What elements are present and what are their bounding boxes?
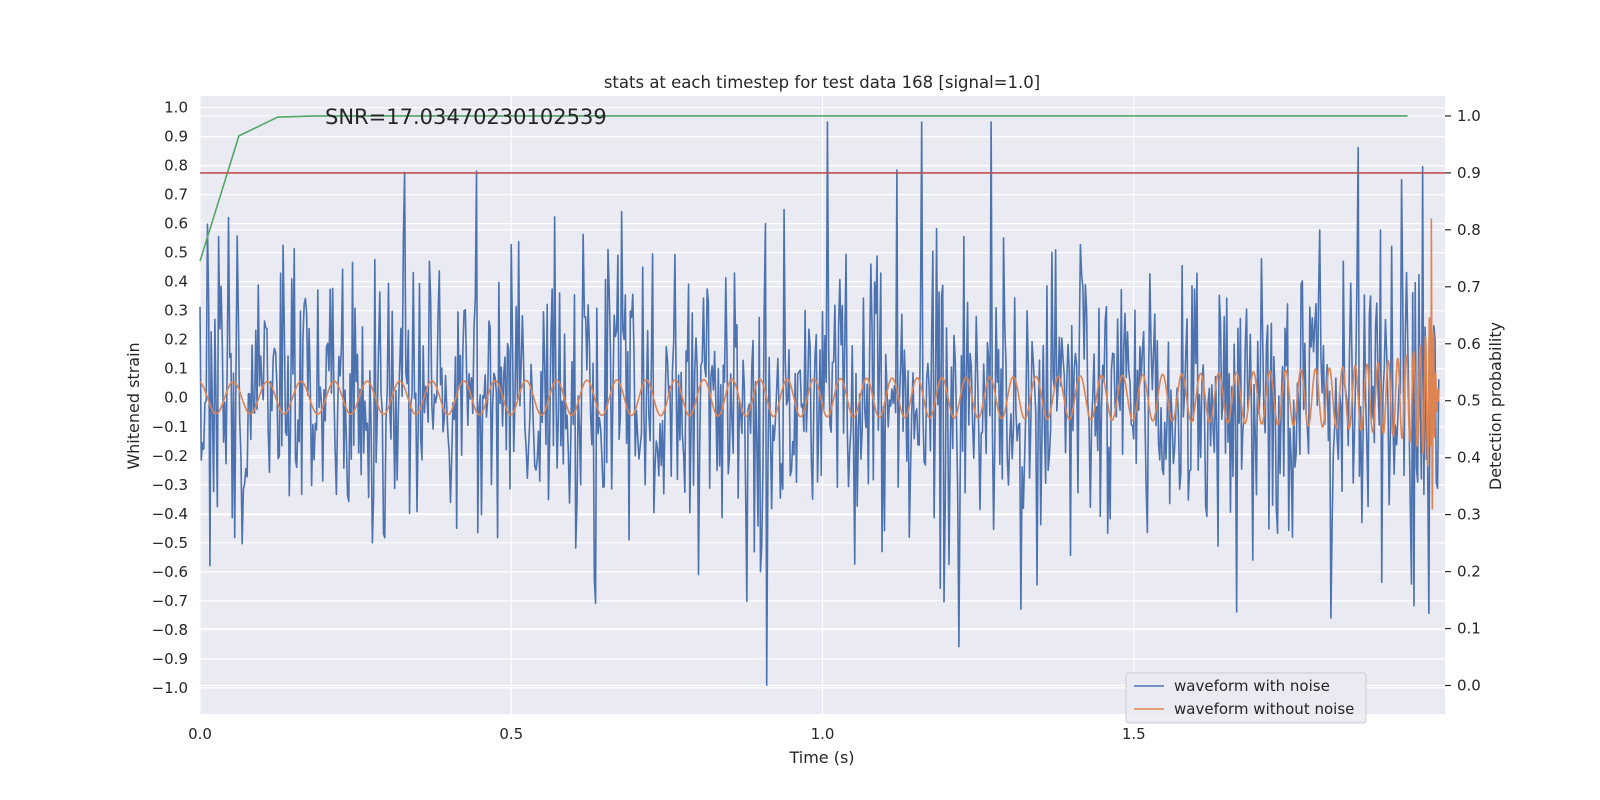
y-left-tick-label: 0.3 [164,302,188,320]
y-right-tick-label: 0.4 [1457,449,1481,467]
legend-label-waveform-with-noise: waveform with noise [1174,677,1330,695]
y-left-tick-label: −0.2 [152,447,188,465]
y-right-tick-label: 0.9 [1457,164,1481,182]
x-ticks: 0.0 0.5 1.0 1.5 [188,725,1146,743]
y-right-tick-label: 0.5 [1457,392,1481,410]
x-tick-label: 0.0 [188,725,212,743]
x-axis-label: Time (s) [788,748,854,767]
y-left-tick-label: −0.5 [152,534,188,552]
y-right-ticks: 1.0 0.9 0.8 0.7 0.6 0.5 0.4 0.3 0.2 0.1 0.0 [1445,107,1481,695]
y-left-tick-label: −0.1 [152,418,188,436]
series-detection-probability [199,115,1408,262]
y-right-tick-label: 0.3 [1457,506,1481,524]
y-axis-label-left: Whitened strain [124,342,143,469]
x-tick-label: 0.5 [499,725,523,743]
series-waveform-with-noise [199,121,1440,686]
y-right-tick-label: 0.7 [1457,278,1481,296]
chart-title: stats at each timestep for test data 168… [604,73,1040,92]
y-left-tick-label: 0.8 [164,157,188,175]
y-right-tick-label: 1.0 [1457,107,1481,125]
y-right-tick-label: 0.6 [1457,335,1481,353]
y-right-tick-label: 0.0 [1457,677,1481,695]
y-left-tick-label: 0.0 [164,389,188,407]
x-tick-label: 1.5 [1122,725,1146,743]
y-left-tick-label: 0.5 [164,244,188,262]
y-left-tick-label: −1.0 [152,679,188,697]
y-left-tick-label: −0.9 [152,650,188,668]
y-left-ticks: 1.0 0.9 0.8 0.7 0.6 0.5 0.4 0.3 0.2 0.1 0.0 −0.1 −0.… [152,99,188,697]
y-left-tick-label: 0.9 [164,128,188,146]
y-left-tick-label: 0.6 [164,215,188,233]
y-left-tick-label: 0.2 [164,331,188,349]
y-left-tick-label: 0.1 [164,360,188,378]
y-left-tick-label: 1.0 [164,99,188,117]
y-axis-label-right: Detection probability [1486,322,1505,490]
y-left-tick-label: −0.4 [152,505,188,523]
y-left-tick-label: −0.8 [152,621,188,639]
x-tick-label: 1.0 [811,725,835,743]
y-left-tick-label: 0.4 [164,273,188,291]
y-right-tick-label: 0.8 [1457,221,1481,239]
y-left-tick-label: −0.3 [152,476,188,494]
legend-label-waveform-without-noise: waveform without noise [1174,700,1354,718]
series-waveform-without-noise [199,218,1440,510]
y-right-tick-label: 0.1 [1457,620,1481,638]
snr-annotation: SNR=17.03470230102539 [325,105,607,129]
y-left-tick-label: −0.6 [152,563,188,581]
series-layer [199,115,1445,686]
y-left-tick-label: −0.7 [152,592,188,610]
y-left-tick-label: 0.7 [164,186,188,204]
legend-box [1125,672,1367,724]
y-right-tick-label: 0.2 [1457,563,1481,581]
legend: waveform with noise waveform without noi… [1125,672,1367,724]
